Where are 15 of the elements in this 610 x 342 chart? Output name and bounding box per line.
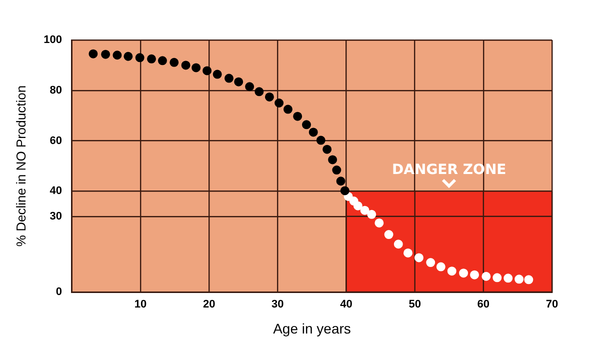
y-tick-label: 100 [44, 34, 62, 46]
x-tick-label: 70 [546, 298, 558, 311]
x-tick-label: 50 [408, 298, 421, 311]
x-tick-label: 40 [340, 298, 352, 311]
y-tick-label: 80 [50, 84, 62, 96]
y-tick-label: 40 [50, 185, 62, 198]
x-tick-label: 60 [477, 298, 490, 311]
y-tick-label: 60 [50, 134, 62, 147]
x-tick-label: 30 [272, 298, 284, 311]
x-axis-title: Age in years [273, 320, 351, 336]
y-tick-label: 0 [56, 286, 62, 298]
x-tick-label: 20 [202, 298, 216, 311]
y-axis-title: % Decline in NO Production [13, 85, 28, 247]
y-tick-label: 30 [50, 210, 62, 222]
x-tick-label: 10 [134, 298, 147, 311]
